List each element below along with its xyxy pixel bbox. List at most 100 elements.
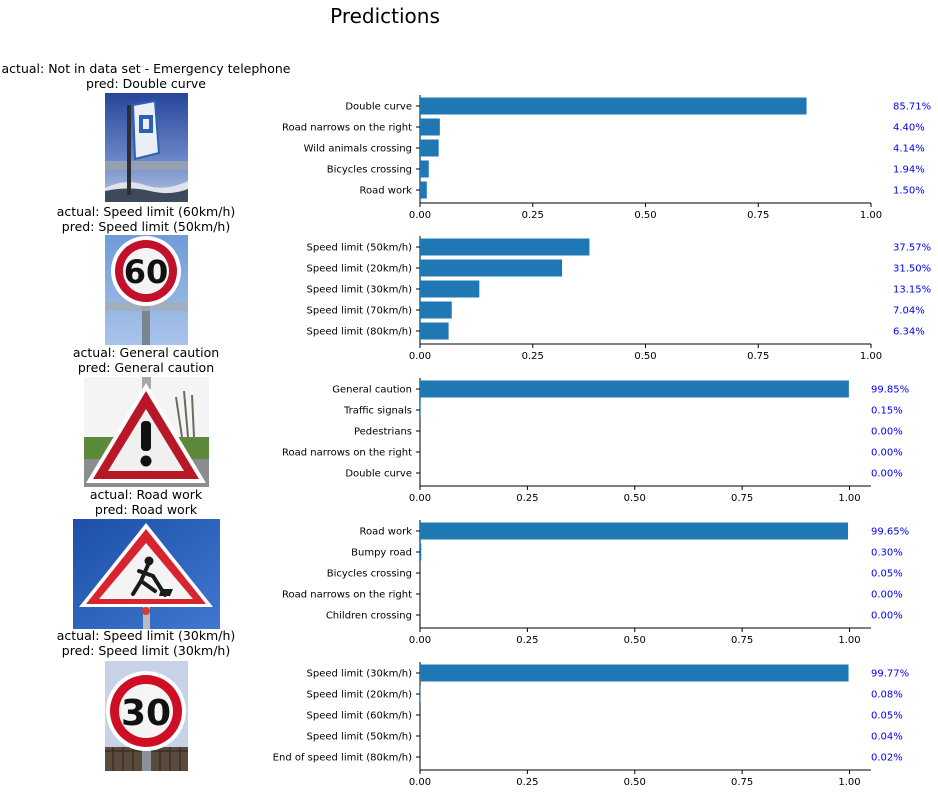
bar — [420, 139, 439, 157]
percentage-label: 99.77% — [871, 669, 909, 680]
category-label: End of speed limit (80km/h) — [273, 753, 412, 764]
x-tick-label: 0.25 — [522, 210, 544, 221]
percentage-label: 0.02% — [871, 753, 903, 764]
x-tick-label: 0.25 — [516, 493, 538, 504]
x-tick-label: 1.00 — [838, 635, 860, 646]
actual-label: actual: Road work — [89, 487, 203, 502]
percentage-label: 85.71% — [893, 102, 931, 113]
x-tick-label: 0.00 — [409, 777, 431, 788]
bar — [420, 238, 590, 256]
emergency-telephone-sign-image — [105, 93, 188, 202]
category-label: Bicycles crossing — [327, 165, 412, 176]
percentage-label: 1.94% — [893, 165, 925, 176]
category-label: Speed limit (30km/h) — [307, 669, 413, 680]
x-tick-label: 0.25 — [516, 635, 538, 646]
figure-title: Predictions — [330, 4, 440, 28]
bar — [420, 522, 849, 540]
x-tick-label: 0.75 — [731, 777, 753, 788]
percentage-label: 0.08% — [871, 690, 903, 701]
general-caution-sign-image — [84, 377, 209, 487]
bar — [420, 259, 563, 277]
pred-label: pred: Speed limit (30km/h) — [61, 642, 231, 658]
category-label: Pedestrians — [354, 427, 412, 438]
category-label: Speed limit (50km/h) — [307, 732, 413, 743]
svg-text:30: 30 — [121, 693, 171, 734]
x-tick-label: 0.50 — [634, 210, 656, 221]
category-label: Double curve — [345, 102, 412, 113]
x-tick-label: 0.50 — [624, 493, 646, 504]
road-work-sign-image — [73, 519, 220, 629]
x-tick-label: 1.00 — [838, 777, 860, 788]
x-tick-label: 0.50 — [624, 777, 646, 788]
category-label: Traffic signals — [343, 406, 412, 417]
x-tick-label: 0.25 — [516, 777, 538, 788]
speed-limit-30-sign-image: 30 — [105, 661, 188, 771]
image-title-4: actual: Road work pred: Road work — [0, 487, 292, 517]
category-label: Children crossing — [326, 611, 412, 622]
category-label: Speed limit (60km/h) — [307, 711, 413, 722]
category-label: Road narrows on the right — [282, 123, 412, 134]
percentage-label: 0.00% — [871, 469, 903, 480]
percentage-label: 1.50% — [893, 186, 925, 197]
speed-limit-60-sign-image: 60 — [105, 235, 188, 345]
x-tick-label: 0.00 — [409, 210, 431, 221]
x-tick-label: 0.25 — [522, 351, 544, 362]
x-tick-label: 0.75 — [747, 210, 769, 221]
category-label: Speed limit (50km/h) — [307, 243, 413, 254]
percentage-label: 4.14% — [893, 144, 925, 155]
image-title-2: actual: Speed limit (60km/h) pred: Speed… — [0, 204, 292, 234]
percentage-label: 31.50% — [893, 264, 931, 275]
category-label: Double curve — [345, 469, 412, 480]
svg-text:60: 60 — [124, 253, 169, 291]
x-tick-label: 0.00 — [409, 635, 431, 646]
category-label: Road narrows on the right — [282, 590, 412, 601]
image-title-1: actual: Not in data set - Emergency tele… — [0, 61, 292, 91]
percentage-label: 0.04% — [871, 732, 903, 743]
actual-label: actual: Speed limit (30km/h) — [56, 628, 236, 643]
category-label: General caution — [332, 385, 412, 396]
actual-label: actual: Speed limit (60km/h) — [56, 204, 236, 219]
bar — [420, 160, 429, 178]
percentage-label: 0.15% — [871, 406, 903, 417]
actual-label: actual: General caution — [72, 345, 220, 360]
pred-label: pred: Double curve — [86, 75, 206, 91]
category-label: Road work — [360, 186, 413, 197]
bar — [420, 181, 427, 199]
percentage-label: 0.05% — [871, 569, 903, 580]
bar — [420, 401, 421, 419]
percentage-label: 6.34% — [893, 327, 925, 338]
x-tick-label: 0.50 — [634, 351, 656, 362]
category-label: Road work — [360, 527, 413, 538]
category-label: Speed limit (20km/h) — [307, 690, 413, 701]
percentage-label: 99.65% — [871, 527, 909, 538]
category-label: Speed limit (30km/h) — [307, 285, 413, 296]
x-tick-label: 1.00 — [860, 210, 882, 221]
pred-label: pred: General caution — [77, 359, 215, 375]
bar — [420, 322, 449, 340]
x-tick-label: 0.75 — [731, 635, 753, 646]
percentage-label: 0.05% — [871, 711, 903, 722]
percentage-label: 0.30% — [871, 548, 903, 559]
bar — [420, 301, 452, 319]
bar — [420, 543, 422, 561]
x-tick-label: 1.00 — [838, 493, 860, 504]
percentage-label: 7.04% — [893, 306, 925, 317]
x-tick-label: 0.75 — [747, 351, 769, 362]
category-label: Wild animals crossing — [304, 144, 412, 155]
x-tick-label: 0.75 — [731, 493, 753, 504]
x-tick-label: 0.00 — [409, 493, 431, 504]
category-label: Speed limit (80km/h) — [307, 327, 413, 338]
bar — [420, 280, 480, 298]
percentage-label: 0.00% — [871, 611, 903, 622]
percentage-label: 0.00% — [871, 448, 903, 459]
percentage-label: 4.40% — [893, 123, 925, 134]
bar — [420, 118, 440, 136]
percentage-label: 0.00% — [871, 590, 903, 601]
image-title-5: actual: Speed limit (30km/h) pred: Speed… — [0, 628, 292, 658]
category-label: Bumpy road — [351, 548, 412, 559]
bar — [420, 380, 849, 398]
bar — [420, 664, 849, 682]
percentage-label: 0.00% — [871, 427, 903, 438]
percentage-label: 37.57% — [893, 243, 931, 254]
